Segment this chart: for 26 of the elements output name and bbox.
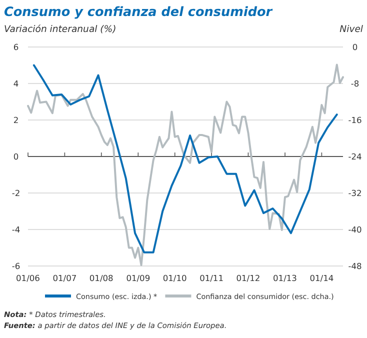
x-tick-label: 01/13 (273, 273, 297, 283)
y-tick-label: 2 (13, 115, 19, 125)
y-tick-label: 6 (13, 42, 19, 52)
x-tick-label: 01/07 (52, 273, 77, 283)
y2-tick-label: -16 (348, 115, 362, 125)
y2-tick-label: -24 (348, 152, 362, 162)
y2-tick-label: -32 (348, 188, 362, 198)
x-tick-label: 01/14 (310, 273, 334, 283)
x-tick-label: 01/12 (236, 273, 260, 283)
y-tick-label: -6 (12, 261, 20, 271)
y-tick-label: 4 (13, 78, 19, 88)
y-tick-label: -4 (12, 224, 20, 234)
x-tick-label: 01/11 (200, 273, 224, 283)
y-tick-label: -2 (12, 188, 20, 198)
y-axis-title: Variación interanual (%) (4, 24, 116, 35)
y-tick-label: 0 (13, 152, 19, 162)
x-tick-label: 01/10 (162, 273, 187, 283)
y2-tick-label: -8 (350, 78, 360, 88)
y2-tick-label: 0 (352, 42, 358, 52)
chart-title: Consumo y confianza del consumidor (4, 5, 273, 20)
y2-tick-label: -48 (348, 261, 362, 271)
x-tick-label: 01/06 (16, 273, 40, 283)
y2-tick-label: -40 (348, 224, 362, 234)
y2-axis-title: Nivel (340, 24, 364, 35)
x-tick-label: 01/08 (89, 273, 114, 283)
x-tick-label: 01/09 (126, 273, 150, 283)
